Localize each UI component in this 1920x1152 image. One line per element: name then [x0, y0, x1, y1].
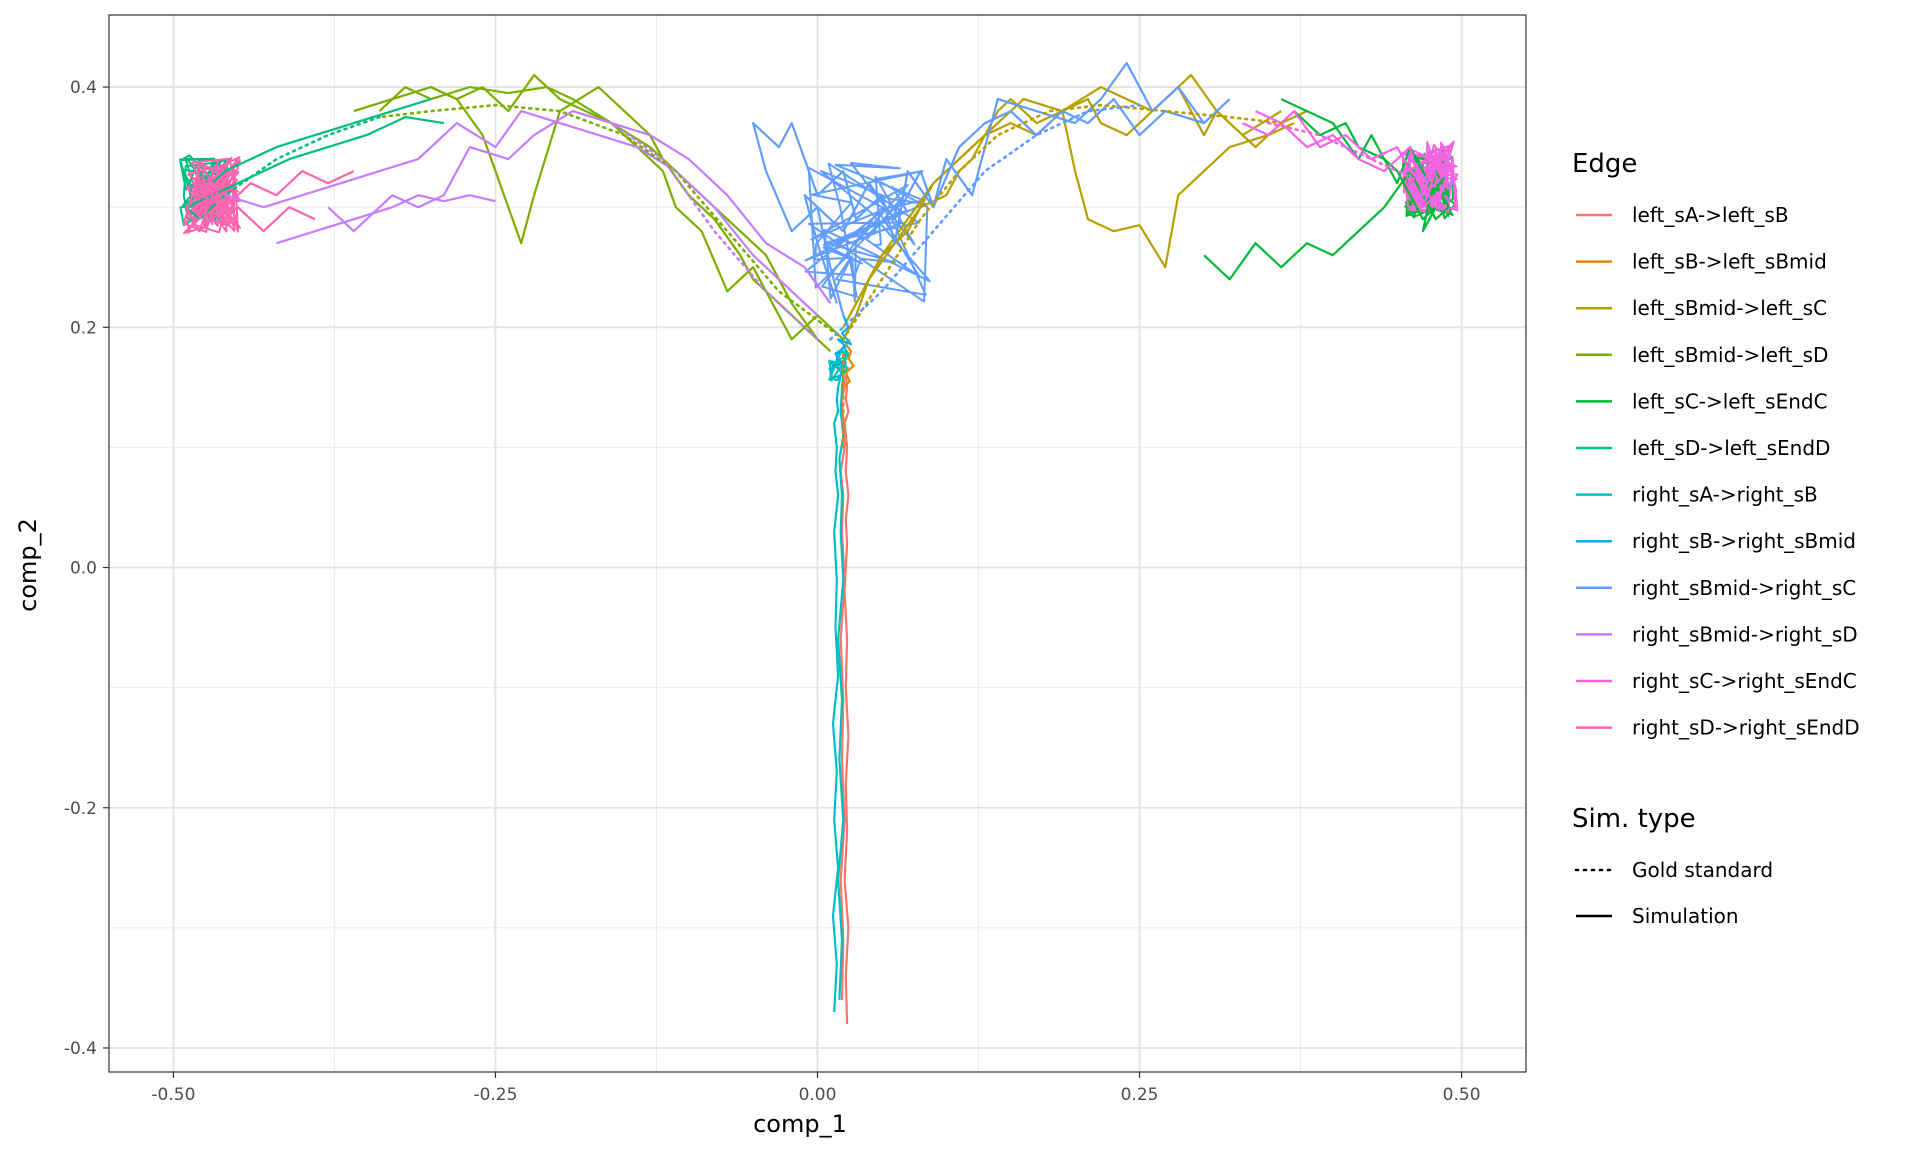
legend-item-label: left_sC->left_sEndC [1632, 389, 1828, 413]
legend-item-label: right_sB->right_sBmid [1632, 529, 1856, 553]
simulation-line [185, 115, 445, 221]
gold-standard-line [829, 103, 1141, 341]
x-tick-label: 0.00 [799, 1085, 837, 1105]
cluster-line [1400, 140, 1459, 215]
simulation-line [842, 109, 1295, 328]
cluster-line [828, 345, 850, 382]
legend-simtype-title: Sim. type [1572, 804, 1696, 834]
x-axis: -0.50 -0.25 0.00 0.25 0.50 [151, 1072, 1481, 1105]
y-tick-label: 0.2 [70, 318, 97, 338]
simulation-line [198, 170, 355, 233]
legend-item-label: right_sBmid->right_sC [1632, 576, 1856, 600]
legend-item-label: left_sB->left_sBmid [1632, 250, 1827, 274]
x-tick-label: -0.50 [151, 1085, 195, 1105]
x-axis-title: comp_1 [753, 1110, 847, 1138]
legend-edge: Edge left_sA->left_sB left_sB->left_sBmid… [1572, 149, 1860, 740]
y-axis-title: comp_2 [14, 518, 42, 612]
simulation-line [185, 182, 316, 233]
simulation-line [430, 85, 832, 353]
gold-standard-line [841, 103, 1283, 341]
series-layer [178, 61, 1459, 1025]
y-axis: -0.4 -0.2 0.0 0.2 0.4 [64, 78, 109, 1059]
legend-item-label: right_sBmid->right_sD [1632, 622, 1858, 646]
legend-edge-title: Edge [1572, 149, 1637, 179]
legend-item-label: right_sC->right_sEndC [1632, 669, 1857, 693]
legend-item-label: right_sD->right_sEndD [1632, 716, 1860, 740]
legend-simtype-label: Gold standard [1632, 858, 1773, 882]
gold-standard-line [610, 121, 819, 341]
grid [109, 15, 1526, 1072]
x-tick-label: 0.25 [1121, 1085, 1159, 1105]
simulation-line [831, 363, 845, 1012]
simulation-line [836, 363, 846, 1000]
legend-item-label: left_sD->left_sEndD [1632, 436, 1830, 460]
simulation-line [834, 314, 853, 364]
simulation-line [224, 109, 819, 317]
simulation-line [842, 338, 855, 389]
x-tick-label: -0.25 [473, 1085, 517, 1105]
simulation-line [276, 194, 496, 245]
y-tick-label: 0.4 [70, 78, 97, 98]
legend-sim-type: Sim. type Gold standard Simulation [1572, 804, 1773, 928]
simulation-line [1203, 170, 1450, 281]
legend-simtype-label: Simulation [1632, 904, 1739, 928]
y-tick-label: -0.2 [64, 799, 97, 819]
y-tick-label: -0.4 [64, 1039, 97, 1059]
legend-item-label: right_sA->right_sB [1632, 483, 1818, 507]
simulation-line [378, 85, 819, 340]
legend-item-label: left_sBmid->left_sD [1632, 343, 1828, 367]
gold-standard-line [378, 103, 845, 341]
x-tick-label: 0.50 [1443, 1085, 1481, 1105]
cluster-line [804, 162, 931, 303]
gold-standard-line [223, 115, 381, 197]
simulation-line [1293, 110, 1450, 233]
legend-item-label: left_sBmid->left_sC [1632, 296, 1827, 320]
legend-item-label: left_sA->left_sB [1632, 203, 1789, 227]
simulation-line [843, 375, 850, 1025]
y-tick-label: 0.0 [70, 559, 97, 579]
simulation-line [751, 61, 1231, 316]
simulation-line [803, 97, 1205, 304]
simulation-line [1255, 110, 1450, 209]
